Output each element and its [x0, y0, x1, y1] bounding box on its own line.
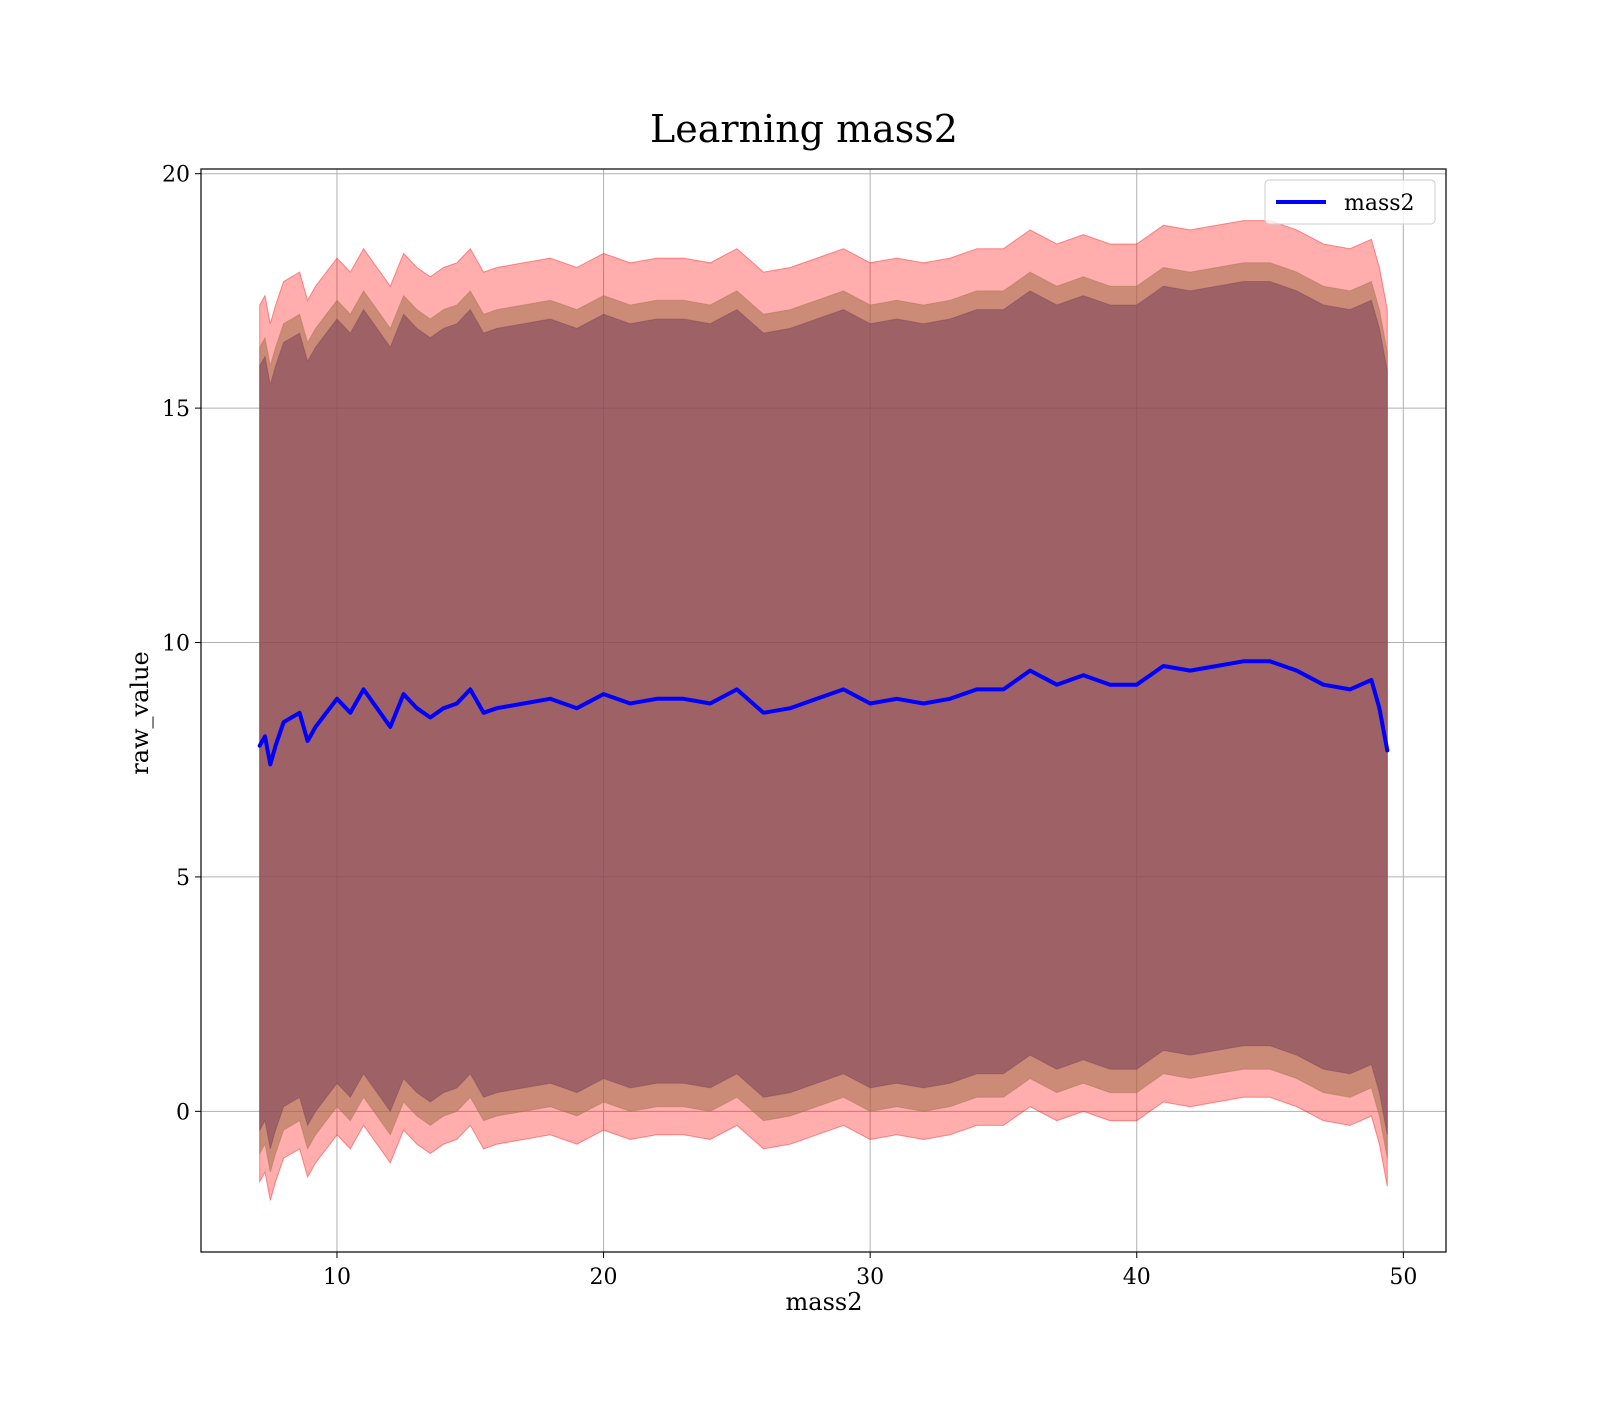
- series-line-mass2: [257, 659, 1390, 767]
- data-lines: [257, 659, 1390, 767]
- y-axis-label: raw_value: [126, 651, 154, 775]
- band-inner: [259, 281, 1388, 1150]
- axes-frame: [200, 168, 1447, 1253]
- x-tick-label: 40: [1123, 1265, 1151, 1290]
- legend: mass2: [1264, 179, 1436, 225]
- confidence-bands: [259, 220, 1388, 1201]
- x-tick-label: 50: [1389, 1265, 1417, 1290]
- legend-label: mass2: [1344, 191, 1415, 216]
- y-tick-label: 10: [162, 632, 190, 657]
- y-tick-label: 0: [176, 1100, 190, 1125]
- chart-title: Learning mass2: [650, 107, 958, 151]
- legend-box: [1264, 179, 1436, 225]
- axis-ticks: 10 20 30 40 50 0 5 10 15 20: [162, 163, 1417, 1290]
- x-axis-label: mass2: [786, 1288, 863, 1316]
- x-tick-label: 20: [590, 1265, 618, 1290]
- y-tick-label: 15: [162, 397, 190, 422]
- x-tick-label: 10: [323, 1265, 351, 1290]
- y-tick-label: 20: [162, 163, 190, 188]
- x-tick-label: 30: [856, 1265, 884, 1290]
- y-tick-label: 5: [176, 866, 190, 891]
